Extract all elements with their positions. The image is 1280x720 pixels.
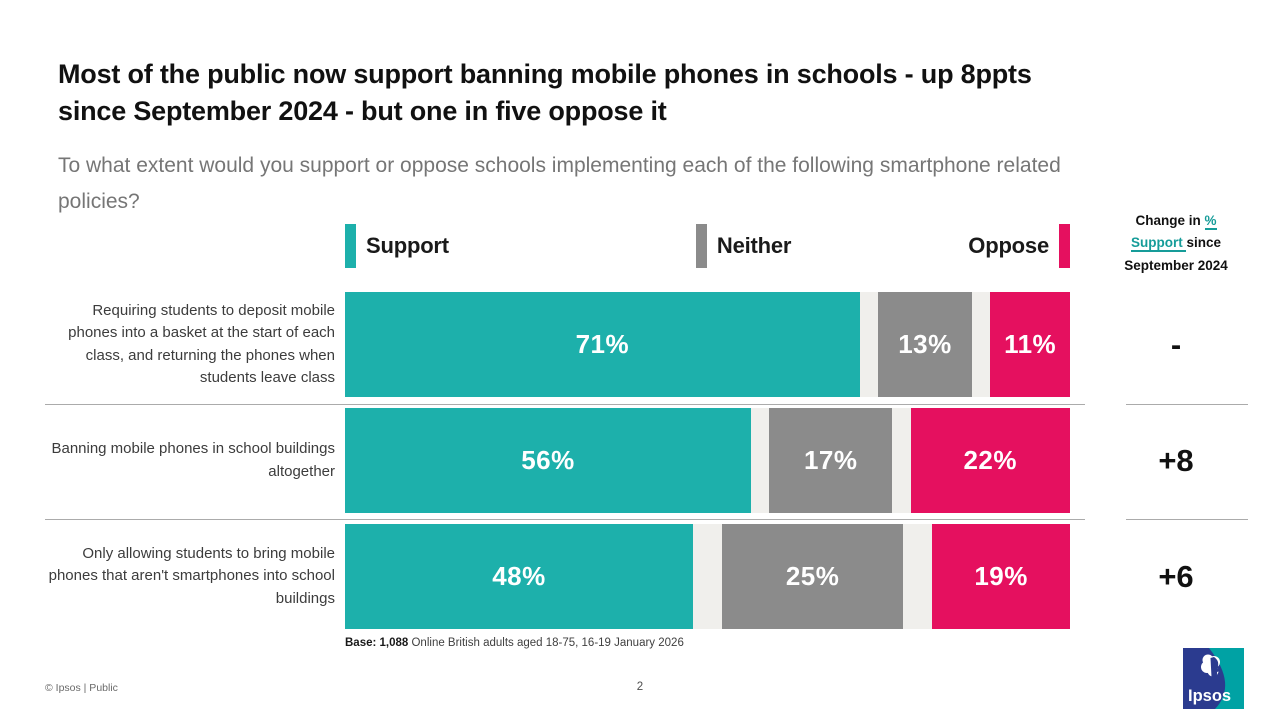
base-text: Online British adults aged 18-75, 16-19 … (408, 637, 684, 649)
change-header-text: since (1186, 235, 1222, 251)
row-label: Banning mobile phones in school building… (51, 440, 335, 480)
row-divider (1126, 404, 1248, 405)
policy-row-non-smartphones: Only allowing students to bring mobile p… (0, 524, 1280, 629)
legend-neither-label: Neither (716, 233, 792, 258)
bar-value-label: 48% (492, 561, 546, 591)
bar-value-label: 56% (521, 445, 575, 475)
bar-segment-support: 71% (345, 292, 860, 397)
legend-item-support: Support (345, 224, 459, 268)
row-label: Requiring students to deposit mobile pho… (68, 302, 335, 386)
page-number: 2 (636, 681, 644, 693)
percent-support-link[interactable]: Support (1130, 235, 1187, 253)
bar-track: 56% 17% 22% (345, 408, 1070, 513)
bar-value-label: 17% (803, 445, 858, 475)
bar-segment-support: 48% (345, 524, 693, 629)
bar-value-label: 19% (974, 561, 1028, 591)
bar-track: 71% 13% 11% (345, 292, 1070, 397)
change-column-header: Change in % Support since September 2024 (1100, 210, 1252, 277)
legend-oppose-label: Oppose (968, 233, 1049, 258)
bar-segment-oppose: 19% (932, 524, 1070, 629)
row-divider (45, 404, 1085, 405)
change-value: +8 (1158, 442, 1194, 478)
bar-value-label: 25% (785, 561, 840, 591)
copyright-text: © Ipsos | Public (45, 682, 118, 694)
base-footnote: Base: 1,088 Online British adults aged 1… (345, 637, 684, 649)
legend: Support Neither Oppose (345, 224, 1070, 270)
ipsos-logo: Ipsos (1183, 648, 1244, 709)
bar-segment-support: 56% (345, 408, 751, 513)
policy-row-deposit-basket: Requiring students to deposit mobile pho… (0, 292, 1280, 397)
bar-segment-neither: 25% (722, 524, 904, 629)
support-swatch-icon (345, 224, 356, 268)
row-divider (45, 519, 1085, 520)
bar-segment-oppose: 11% (990, 292, 1070, 397)
bar-value-label: 22% (963, 445, 1018, 475)
page-title: Most of the public now support banning m… (58, 59, 1032, 126)
row-label: Only allowing students to bring mobile p… (48, 545, 335, 607)
survey-question: To what extent would you support or oppo… (58, 154, 1061, 214)
neither-swatch-icon (695, 224, 707, 268)
base-label: Base: 1,088 (345, 637, 409, 649)
bar-segment-neither: 13% (877, 292, 973, 397)
legend-item-oppose: Oppose (958, 224, 1070, 268)
change-header-text: Change in (1135, 213, 1205, 228)
policy-row-ban-buildings: Banning mobile phones in school building… (0, 408, 1280, 513)
percent-support-link[interactable]: % (1204, 213, 1217, 230)
logo-wordmark: Ipsos (1188, 687, 1231, 705)
bar-track: 48% 25% 19% (345, 524, 1070, 629)
legend-support-label: Support (366, 233, 449, 258)
bar-segment-neither: 17% (769, 408, 893, 513)
change-value: - (1170, 326, 1182, 362)
oppose-swatch-icon (1059, 224, 1070, 268)
bar-value-label: 11% (1004, 329, 1057, 359)
logo-head-icon (1201, 654, 1220, 678)
change-header-text: September 2024 (1124, 257, 1228, 273)
change-value: +6 (1158, 558, 1194, 594)
bar-value-label: 71% (575, 329, 630, 359)
logo-teal-shape (1209, 648, 1244, 709)
row-divider (1126, 519, 1248, 520)
legend-item-neither: Neither (695, 224, 801, 268)
bar-value-label: 13% (898, 329, 952, 359)
bar-segment-oppose: 22% (910, 408, 1070, 513)
